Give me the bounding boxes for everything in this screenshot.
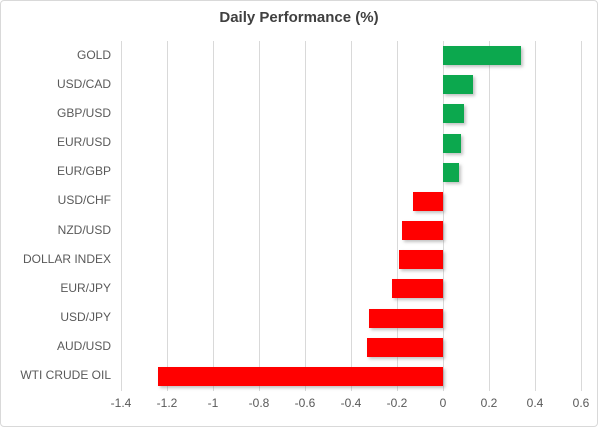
bar-wti-crude-oil: [157, 366, 443, 386]
gridline: [304, 41, 306, 391]
category-label: EUR/USD: [56, 135, 111, 150]
x-tick-label: 0.6: [572, 396, 590, 410]
bar-gold: [443, 46, 522, 66]
bar-eur-jpy: [392, 279, 443, 299]
gridline: [488, 41, 490, 391]
category-label: EUR/JPY: [60, 280, 111, 295]
x-tick-label: -0.4: [340, 396, 362, 410]
category-label: AUD/USD: [56, 339, 111, 354]
x-tick-label: 0: [439, 396, 447, 410]
bar-gbp-usd: [443, 104, 464, 124]
gridline: [258, 41, 260, 391]
category-label: GOLD: [76, 47, 111, 62]
category-label: GBP/USD: [56, 105, 111, 120]
x-tick-label: -0.6: [294, 396, 316, 410]
bar-usd-cad: [443, 75, 473, 95]
gridline: [212, 41, 214, 391]
x-tick-label: -1.4: [110, 396, 132, 410]
bar-dollar-index: [399, 250, 443, 270]
category-label: NZD/USD: [57, 222, 111, 237]
gridline: [396, 41, 398, 391]
category-label: WTI CRUDE OIL: [20, 368, 111, 383]
category-label: USD/JPY: [60, 310, 111, 325]
x-tick-label: 0.2: [480, 396, 498, 410]
category-label: DOLLAR INDEX: [22, 251, 111, 266]
chart-title: Daily Performance (%): [219, 9, 379, 26]
bar-usd-jpy: [369, 308, 443, 328]
gridline: [534, 41, 536, 391]
gridline: [350, 41, 352, 391]
x-tick-label: 0.4: [526, 396, 544, 410]
gridline: [580, 41, 582, 391]
x-tick-label: -0.2: [386, 396, 408, 410]
x-tick-label: -0.8: [248, 396, 270, 410]
category-label: USD/CAD: [56, 76, 111, 91]
gridline: [442, 41, 444, 391]
bar-eur-usd: [443, 133, 462, 153]
bar-usd-chf: [413, 191, 443, 211]
bar-eur-gbp: [443, 162, 460, 182]
bar-nzd-usd: [401, 221, 443, 241]
gridline: [166, 41, 168, 391]
x-tick-label: -1.2: [156, 396, 178, 410]
x-tick-label: -1: [207, 396, 219, 410]
category-label: EUR/GBP: [56, 164, 111, 179]
gridline: [120, 41, 122, 391]
bar-aud-usd: [367, 337, 443, 357]
category-label: USD/CHF: [57, 193, 111, 208]
